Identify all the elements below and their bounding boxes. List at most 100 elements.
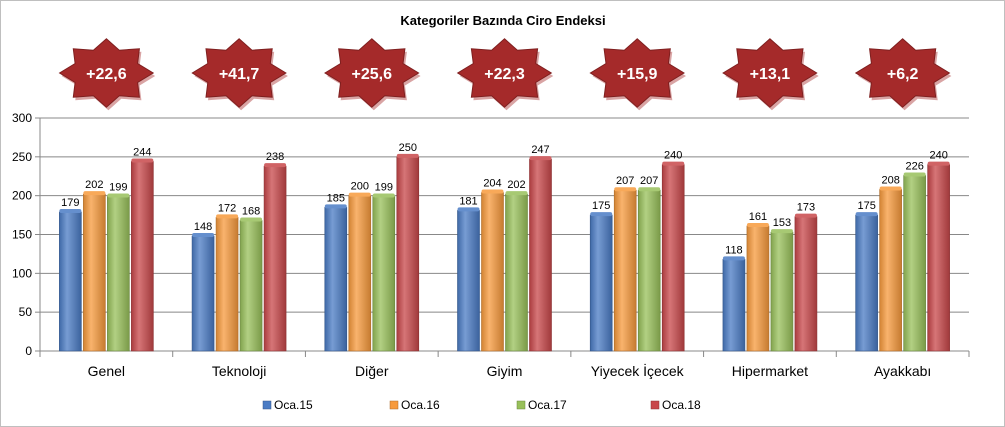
badge-star — [58, 38, 155, 108]
x-tick-label: Diğer — [355, 363, 389, 379]
badge-label: +22,3 — [484, 66, 525, 83]
change-badges: +22,6 +41,7 +25,6 +22,3 +15,9 +13,1 +6,2 — [58, 38, 952, 111]
bar — [263, 165, 287, 352]
legend-label: Oca.17 — [528, 398, 567, 412]
bar-top — [324, 204, 347, 209]
data-label: 202 — [507, 179, 525, 191]
bar — [481, 192, 504, 352]
legend-label: Oca.18 — [662, 398, 701, 412]
bar — [879, 189, 902, 352]
bar-top — [107, 193, 130, 198]
chart-title: Kategoriler Bazında Ciro Endeksi — [400, 13, 605, 28]
bar — [770, 231, 794, 352]
data-label: 173 — [797, 202, 815, 214]
bar-top — [348, 192, 371, 197]
bar-top — [481, 189, 504, 194]
data-label: 238 — [266, 151, 284, 163]
bar — [372, 196, 396, 352]
y-tick-label: 300 — [12, 111, 32, 125]
badge-star — [191, 38, 287, 108]
legend-label: Oca.16 — [401, 398, 440, 412]
bar — [396, 156, 420, 352]
bar-top — [59, 208, 82, 213]
legend-swatch — [650, 400, 660, 410]
data-label: 185 — [327, 192, 345, 204]
bar — [131, 161, 154, 352]
bar — [324, 207, 348, 352]
badge-star — [324, 38, 420, 108]
bar-top — [590, 212, 613, 217]
bar-top — [855, 212, 878, 217]
badge-label: +15,9 — [617, 66, 658, 83]
bar-top — [505, 191, 528, 196]
data-label: 148 — [194, 221, 212, 233]
bar-top — [529, 156, 552, 161]
data-label: 207 — [616, 175, 634, 187]
y-tick-label: 250 — [12, 150, 32, 164]
data-label: 161 — [749, 211, 767, 223]
data-label: 118 — [725, 244, 743, 256]
bar — [661, 164, 685, 352]
bar-top — [216, 214, 239, 219]
bar — [722, 259, 746, 352]
bar — [637, 189, 661, 352]
x-tick-label: Hipermarket — [732, 363, 808, 379]
bar — [855, 214, 878, 352]
x-tick-label: Giyim — [487, 363, 523, 379]
bar — [505, 193, 528, 352]
legend-swatch — [262, 400, 272, 410]
bar — [613, 189, 637, 352]
data-label: 240 — [664, 150, 682, 162]
data-label: 207 — [640, 175, 658, 187]
badge-label: +22,6 — [86, 66, 127, 83]
legend-swatch — [516, 400, 526, 410]
x-tick-label: Ayakkabı — [874, 363, 931, 379]
data-label: 175 — [592, 200, 610, 212]
bar-top — [240, 217, 263, 222]
bar — [903, 175, 926, 352]
data-label: 168 — [242, 206, 260, 218]
data-label: 199 — [375, 181, 393, 193]
badge-label: +41,7 — [219, 66, 260, 83]
y-axis: 0 50 100 150 200 250 300 — [12, 111, 41, 358]
bar — [83, 193, 106, 352]
bar — [348, 195, 372, 352]
bar-top — [614, 187, 637, 192]
y-tick-label: 200 — [12, 189, 32, 203]
data-label: 226 — [905, 160, 923, 172]
y-tick-label: 0 — [25, 344, 32, 358]
badge-star — [589, 38, 685, 108]
bar-top — [192, 233, 215, 238]
badge-label: +13,1 — [750, 66, 791, 83]
bar — [107, 196, 130, 352]
bar-top — [746, 222, 769, 227]
x-tick-label: Yiyecek İçecek — [591, 362, 685, 379]
legend: Oca.15 Oca.16 Oca.17 Oca.18 — [262, 398, 701, 412]
bar — [746, 225, 770, 352]
bar-top — [903, 172, 926, 177]
bars — [59, 153, 950, 352]
x-tick-label: Teknoloji — [212, 363, 266, 379]
data-label: 208 — [881, 174, 899, 186]
x-axis: Genel Teknoloji Diğer Giyim Yiyecek İçecek Hi… — [39, 350, 970, 379]
x-tick-label: Genel — [88, 363, 125, 379]
badge-label: +25,6 — [352, 66, 393, 83]
badge-star — [456, 38, 553, 108]
legend-swatch — [389, 400, 399, 410]
data-label: 179 — [61, 197, 79, 209]
data-label: 247 — [531, 144, 549, 156]
badge-label: +6,2 — [887, 66, 919, 83]
badge-star — [722, 38, 818, 108]
data-label: 200 — [351, 181, 369, 193]
data-label: 181 — [459, 195, 477, 207]
bar-top — [83, 191, 106, 196]
data-label: 175 — [857, 200, 875, 212]
bar — [239, 220, 263, 352]
bar — [215, 217, 239, 352]
data-label: 202 — [85, 179, 103, 191]
bar-top — [794, 213, 817, 218]
legend-label: Oca.15 — [274, 398, 313, 412]
bar-top — [662, 161, 685, 166]
